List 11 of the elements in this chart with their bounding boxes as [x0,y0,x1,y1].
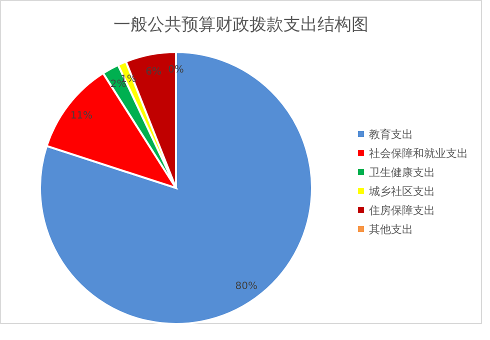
legend-label: 社会保障和就业支出 [369,147,468,160]
chart-title: 一般公共预算财政拨款支出结构图 [114,15,368,35]
data-label: 6% [146,66,162,78]
data-label: 80% [235,280,258,292]
legend-label: 城乡社区支出 [368,185,435,198]
data-label: 11% [70,110,93,122]
legend-label: 住房保障支出 [369,204,435,217]
legend-label: 卫生健康支出 [369,166,435,179]
text: 0% [168,64,184,76]
legend-label: 其他支出 [369,223,413,236]
legend-label: 教育支出 [369,128,413,141]
